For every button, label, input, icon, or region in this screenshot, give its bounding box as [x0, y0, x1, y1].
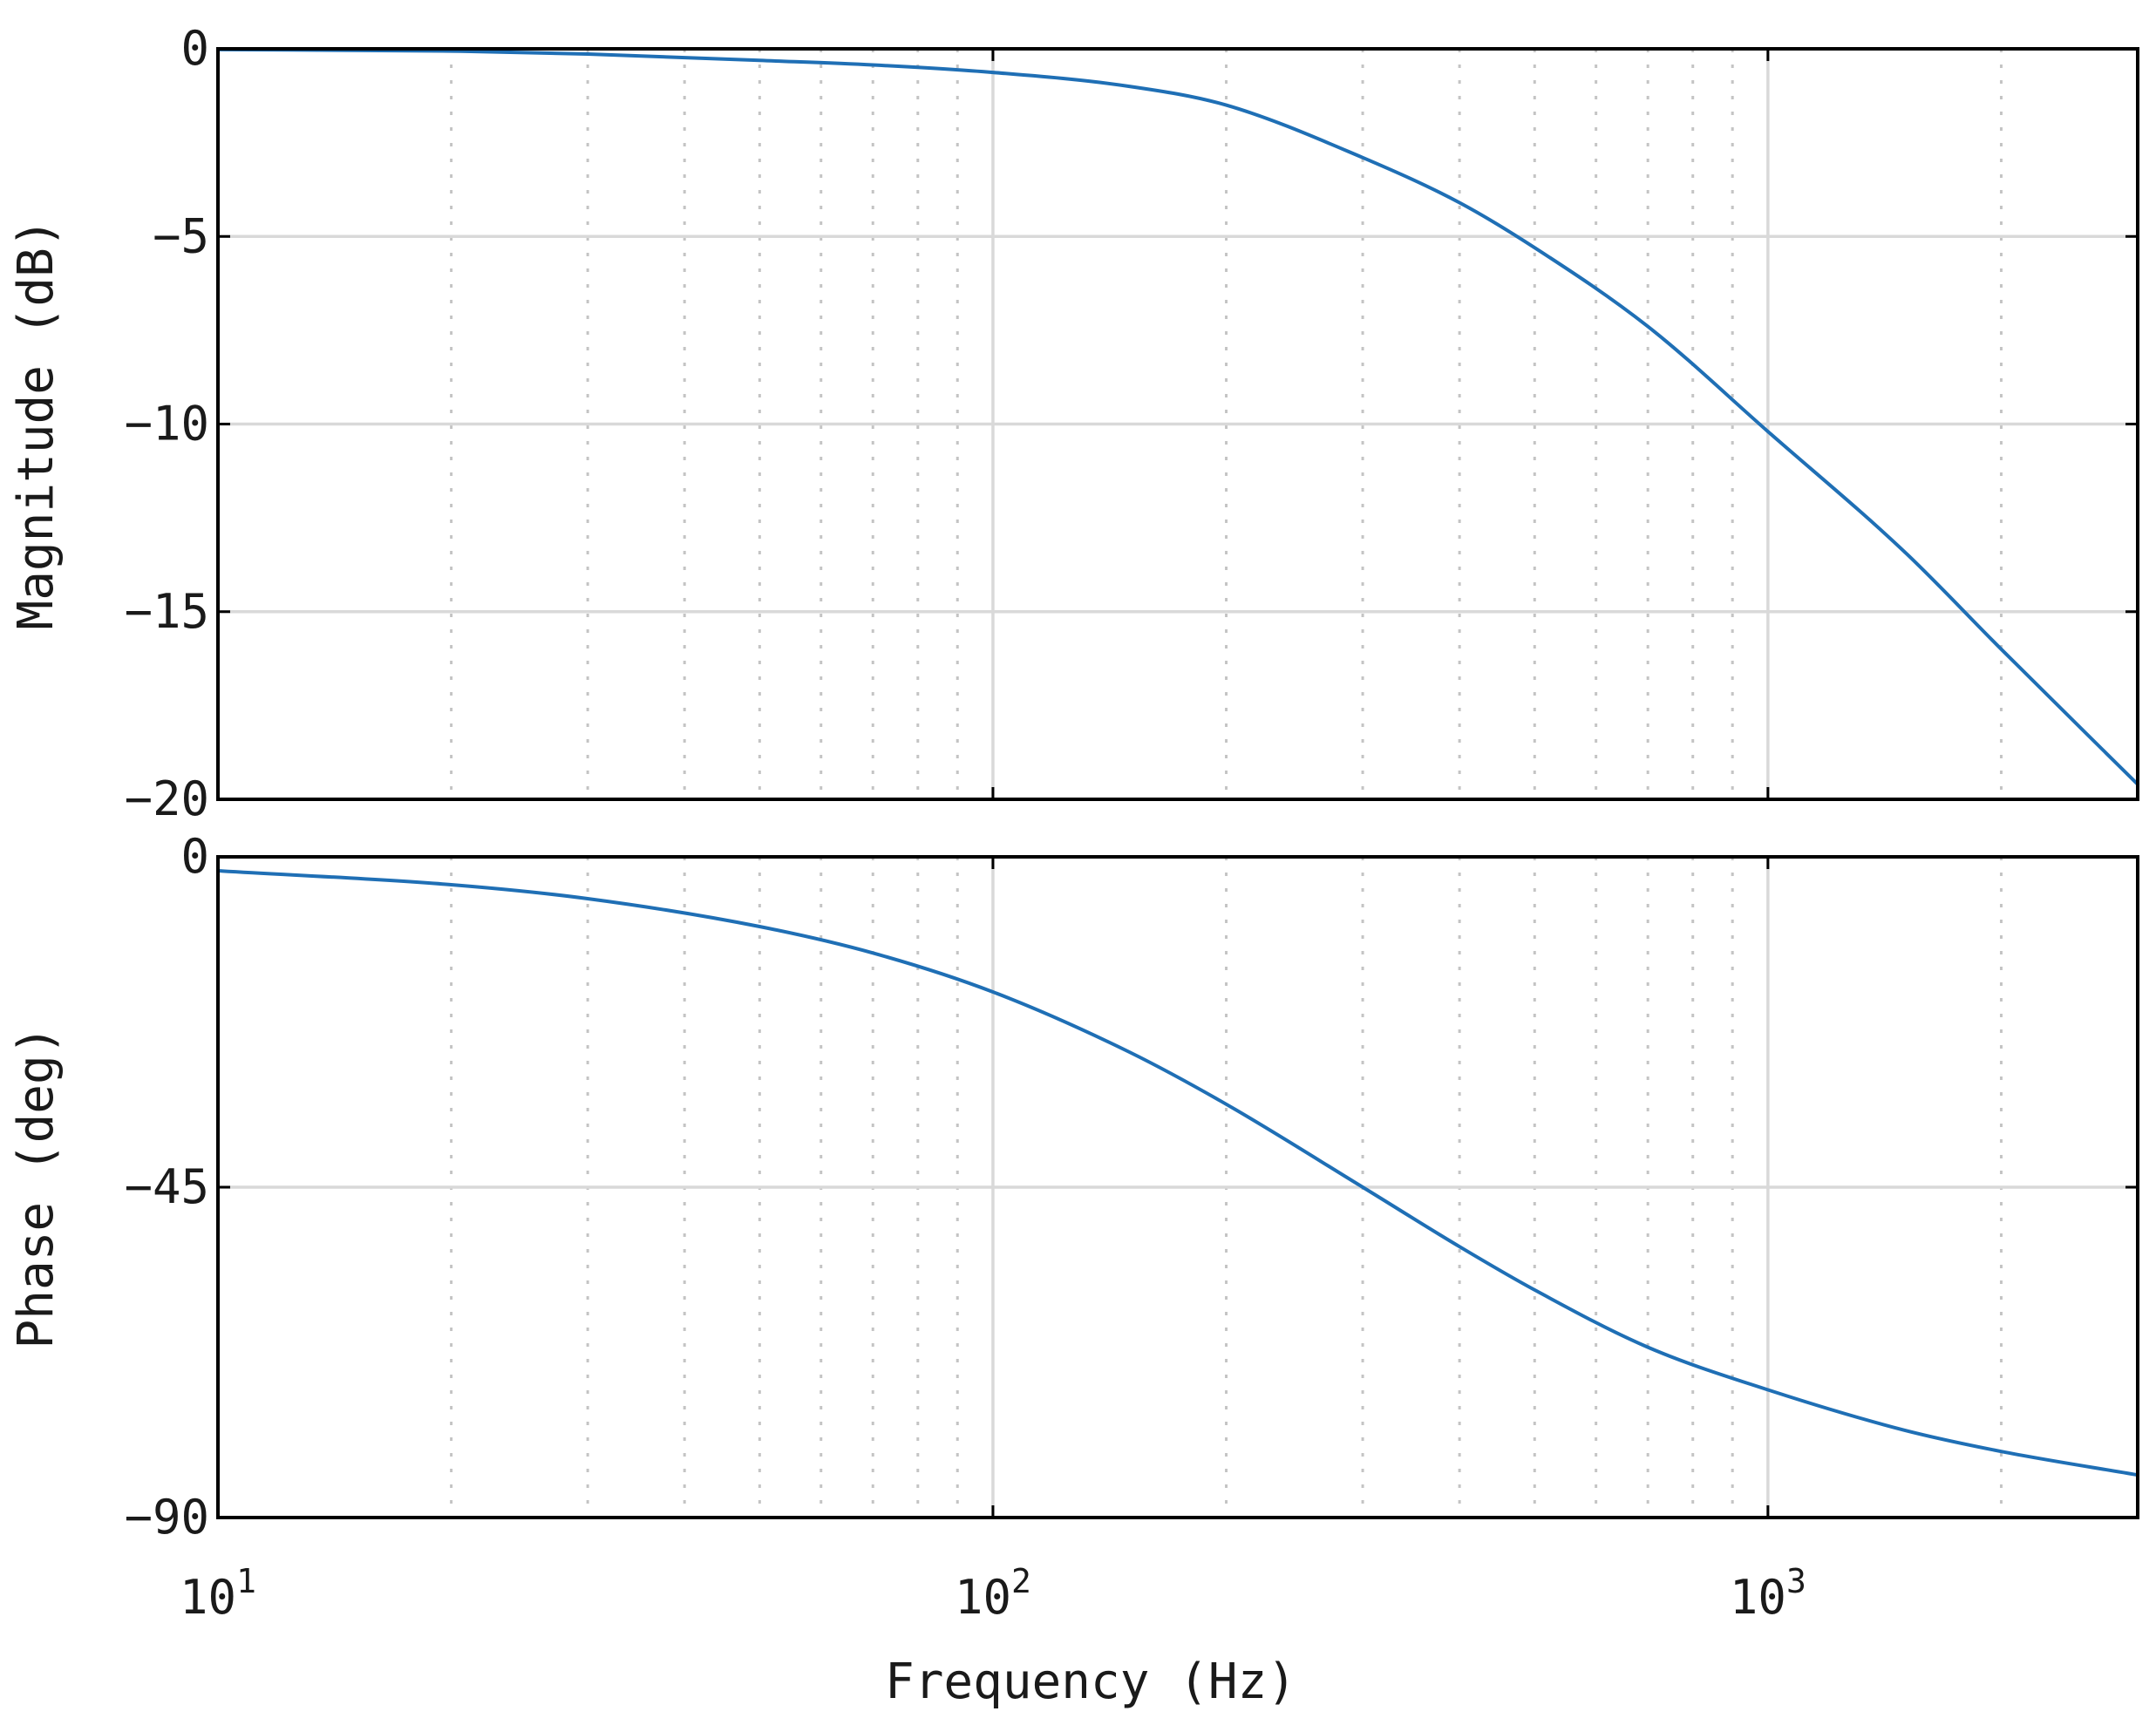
magnitude-curve — [216, 47, 2139, 786]
phase-curve — [216, 869, 2139, 1477]
phase-y-axis-label: Phase (deg) — [8, 1026, 65, 1349]
magnitude-y-axis-label: Magnitude (dB) — [8, 218, 65, 629]
frequency-x-axis-label: Frequency (Hz) — [885, 1654, 1296, 1710]
phase-grid — [218, 857, 2138, 1518]
phase-y-tick-label: −90 — [124, 1490, 209, 1545]
phase-x-tick-label: 102 — [955, 1562, 1031, 1625]
magnitude-plot: 0 −5 −10 −15 −20 Magnitude (dB) — [8, 21, 2139, 826]
magnitude-x-ticks — [216, 49, 1770, 799]
phase-x-ticks: 101 102 103 — [180, 857, 1806, 1625]
magnitude-y-ticks: 0 −5 −10 −15 −20 — [124, 21, 2138, 826]
phase-x-tick-label: 101 — [180, 1562, 256, 1625]
phase-plot: 0 −45 −90 101 102 103 Phase (deg) Frequency … — [8, 829, 2139, 1710]
magnitude-y-tick-label: −5 — [153, 208, 209, 263]
phase-x-tick-label: 103 — [1730, 1562, 1806, 1625]
magnitude-y-tick-label: −10 — [124, 397, 209, 452]
phase-y-tick-label: −45 — [124, 1159, 209, 1214]
magnitude-y-tick-label: −20 — [124, 771, 209, 826]
phase-y-ticks: 0 −45 −90 — [124, 829, 2138, 1545]
phase-y-tick-label: 0 — [180, 829, 209, 884]
magnitude-y-tick-label: −15 — [124, 584, 209, 639]
magnitude-y-tick-label: 0 — [180, 21, 209, 76]
magnitude-grid — [218, 49, 2138, 799]
